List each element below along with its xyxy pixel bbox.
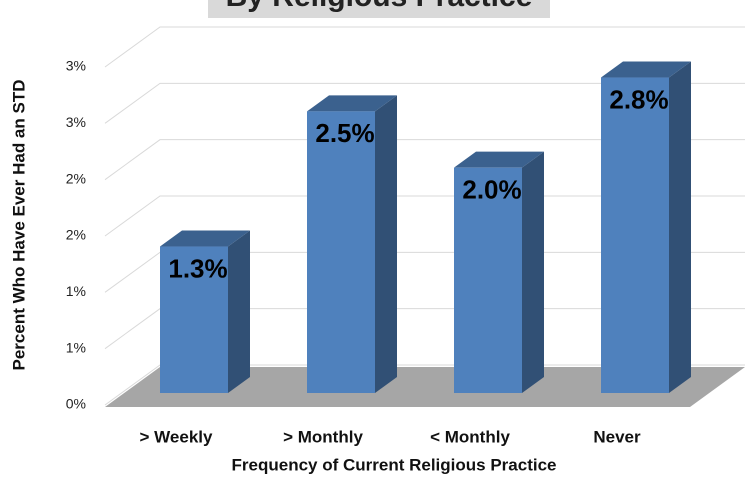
value-label: 2.5% <box>315 118 374 148</box>
bar <box>601 77 669 394</box>
bar-side <box>375 95 397 393</box>
value-label: 1.3% <box>168 253 227 283</box>
value-label: 2.8% <box>609 84 668 114</box>
x-tick-label: > Monthly <box>283 427 363 446</box>
bar <box>160 246 228 393</box>
title-box <box>208 0 550 18</box>
y-tick-label: 3% <box>66 58 86 74</box>
bar-top <box>307 95 397 112</box>
y-tick-label: 1% <box>66 339 86 355</box>
x-tick-label: Never <box>593 427 641 446</box>
x-tick-label: < Monthly <box>430 427 510 446</box>
grid-line <box>104 26 745 68</box>
y-axis-label: Percent Who Have Ever Had an STD <box>9 80 28 371</box>
bar-top <box>601 61 691 78</box>
bar-side <box>228 230 250 393</box>
grid-line <box>104 195 745 237</box>
value-label: 2.0% <box>462 175 521 205</box>
chart-title: By Religious Practice <box>226 0 533 13</box>
bar-side <box>669 61 691 394</box>
bar <box>454 167 522 393</box>
grid-line <box>104 139 745 181</box>
grid-line <box>104 82 745 124</box>
x-axis-label: Frequency of Current Religious Practice <box>232 455 557 474</box>
floor <box>105 367 745 407</box>
bar-top <box>454 151 544 168</box>
bar-side <box>522 151 544 393</box>
x-tick-label: > Weekly <box>140 427 213 446</box>
bar-top <box>160 230 250 247</box>
y-tick-label: 1% <box>66 283 86 299</box>
y-tick-label: 2% <box>66 170 86 186</box>
bar <box>307 111 375 393</box>
y-tick-label: 2% <box>66 227 86 243</box>
y-tick-label: 3% <box>66 114 86 130</box>
y-tick-label: 0% <box>66 396 86 412</box>
